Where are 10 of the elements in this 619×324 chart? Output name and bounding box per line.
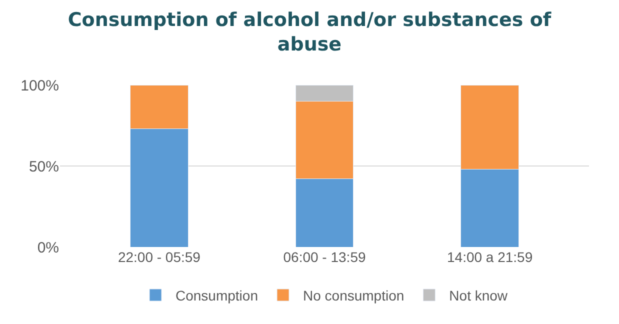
y-tick-label: 50% [28,158,59,176]
legend-label: Consumption [176,287,258,304]
legend-label: No consumption [303,287,404,304]
chart-title: Consumption of alcohol and/or substances of abuse [68,8,552,56]
x-tick-label: 22:00 - 05:59 [118,249,201,265]
y-tick-label: 0% [37,239,59,256]
y-tick-label: 100% [20,77,59,94]
x-tick-label: 06:00 - 13:59 [283,249,366,265]
legend-label: Not know [449,287,508,304]
x-tick-label: 14:00 a 21:59 [446,249,533,265]
